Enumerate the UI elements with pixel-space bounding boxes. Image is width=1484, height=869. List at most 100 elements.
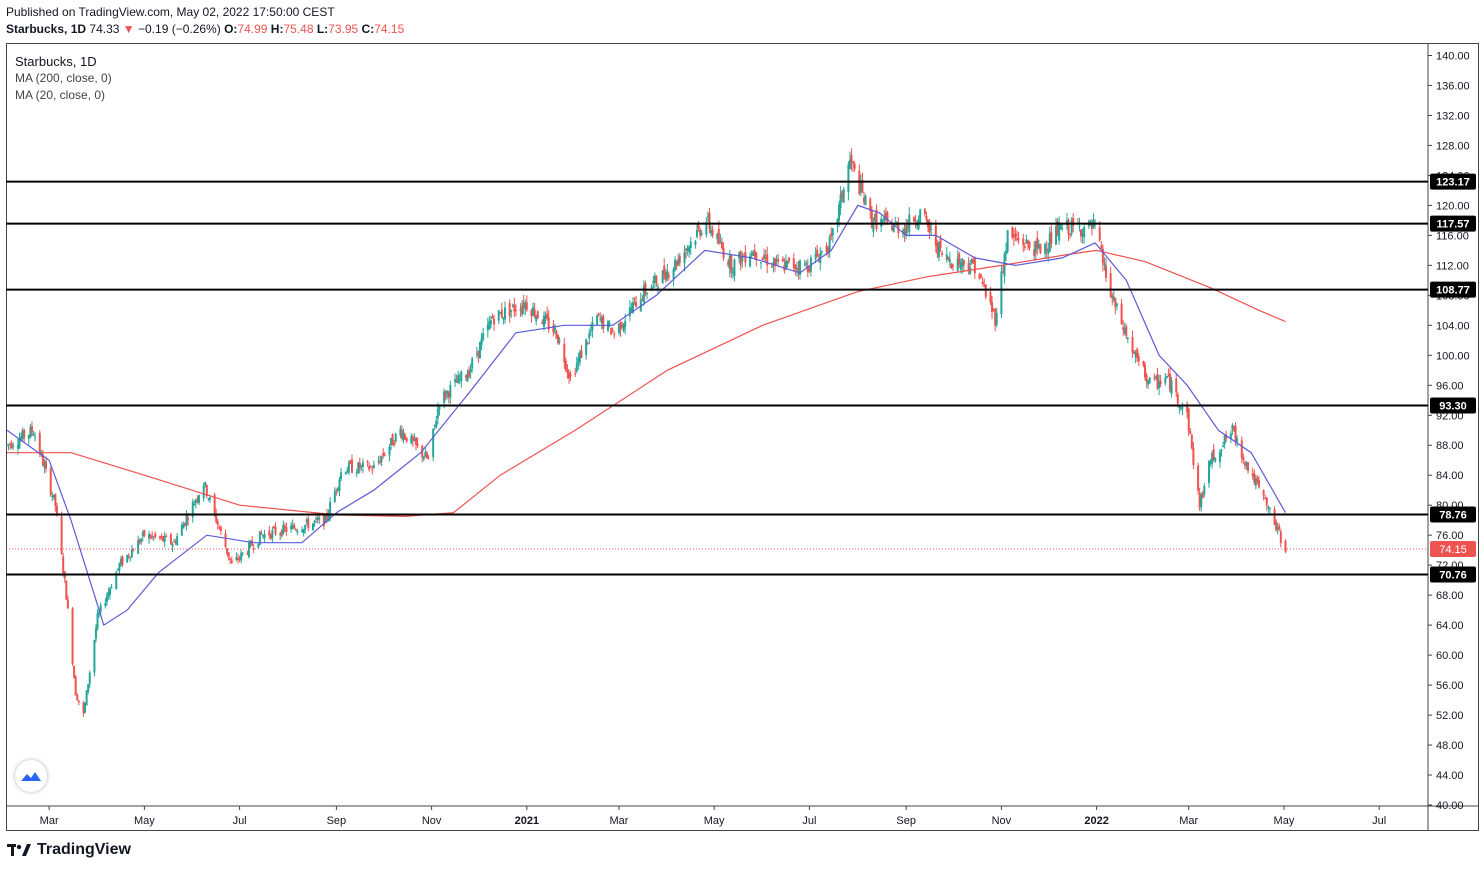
candle-body <box>366 461 369 463</box>
footer-brand[interactable]: TradingView <box>7 841 131 859</box>
candle-body <box>1262 490 1265 496</box>
candle-body <box>229 558 232 561</box>
tradingview-watermark-icon[interactable] <box>15 760 47 792</box>
candle-body <box>1278 526 1281 530</box>
level-price-label: 70.76 <box>1439 569 1467 581</box>
candle-body <box>563 343 566 363</box>
candle-body <box>558 340 561 342</box>
price-chart[interactable]: 140.00136.00132.00128.00124.00120.00116.… <box>6 43 1479 831</box>
candle-body <box>599 318 602 320</box>
candle-body <box>262 535 265 537</box>
candle-body <box>575 363 578 372</box>
candle-body <box>118 563 121 571</box>
time-tick-label: Sep <box>327 815 347 827</box>
level-price-label: 117.57 <box>1436 219 1469 231</box>
candle-body <box>149 535 152 539</box>
candle-body <box>753 250 756 257</box>
candle-body <box>129 557 132 559</box>
candle-body <box>1147 380 1150 385</box>
candle-body <box>413 439 416 441</box>
candle-body <box>1242 456 1245 460</box>
candle-body <box>301 530 304 532</box>
candle-body <box>263 533 266 539</box>
candle-body <box>617 323 620 334</box>
candle-body <box>38 433 41 454</box>
candle-body <box>460 371 463 382</box>
candle-body <box>992 309 995 311</box>
candle-body <box>51 495 54 497</box>
candle-body <box>280 530 283 537</box>
candle-body <box>1264 498 1267 500</box>
candle-body <box>251 540 254 546</box>
level-price-label: 93.30 <box>1439 401 1467 413</box>
candle-body <box>96 613 99 629</box>
candle-body <box>869 198 872 212</box>
candle-body <box>1223 435 1226 445</box>
candle-body <box>183 523 186 526</box>
candle-body <box>187 517 190 520</box>
candle-body <box>77 700 80 703</box>
candle-body <box>1125 326 1128 337</box>
candle-body <box>1133 352 1136 354</box>
candle-body <box>589 330 592 332</box>
candle-body <box>511 304 514 306</box>
candle-body <box>152 536 155 538</box>
candle-body <box>710 229 713 234</box>
candle-body <box>443 391 446 403</box>
candle-body <box>1168 373 1171 391</box>
candle-body <box>777 259 780 262</box>
candle-body <box>1212 449 1215 460</box>
candle-body <box>814 253 817 260</box>
price-tick-label: 112.00 <box>1436 260 1469 272</box>
candle-body <box>775 259 778 262</box>
candle-body <box>799 260 802 275</box>
candle-body <box>357 462 360 473</box>
candle-body <box>839 194 842 209</box>
candle-body <box>722 247 725 259</box>
candle-body <box>906 226 909 228</box>
candle-body <box>1137 356 1140 362</box>
candle-body <box>925 216 928 220</box>
candle-body <box>87 684 90 692</box>
candle-body <box>1175 378 1178 393</box>
candle-body <box>1059 224 1062 230</box>
candle-body <box>76 694 79 701</box>
candle-body <box>62 556 65 573</box>
candle-body <box>1197 465 1200 491</box>
candle-body <box>30 426 33 433</box>
candle-body <box>727 261 730 266</box>
candle-body <box>842 189 845 203</box>
candle-body <box>132 550 135 552</box>
candle-body <box>158 536 161 539</box>
candle-body <box>424 451 427 457</box>
level-price-tag <box>1430 566 1476 583</box>
legend-ma200: MA (200, close, 0) <box>15 71 112 85</box>
price-tick-label: 40.00 <box>1436 800 1464 812</box>
candle-body <box>755 252 758 261</box>
candle-body <box>1111 295 1114 299</box>
candle-body <box>1026 240 1029 244</box>
candle-body <box>784 260 787 269</box>
candle-body <box>1034 240 1037 253</box>
candle-body <box>717 229 720 244</box>
candle-body <box>630 308 633 312</box>
candle-body <box>719 241 722 243</box>
candle-body <box>414 437 417 445</box>
candle-body <box>1144 364 1147 378</box>
candles <box>6 148 1287 717</box>
candle-body <box>577 358 580 364</box>
candle-body <box>580 350 583 358</box>
candle-body <box>1200 494 1203 507</box>
candle-body <box>624 320 627 328</box>
time-tick-label: 2021 <box>515 815 539 827</box>
candle-body <box>1103 263 1106 266</box>
candle-body <box>859 181 862 193</box>
candle-body <box>1109 273 1112 297</box>
candle-body <box>240 552 243 561</box>
chart-frame <box>6 43 1479 831</box>
candle-body <box>817 260 820 262</box>
candle-body <box>872 224 875 232</box>
candle-body <box>400 430 403 438</box>
candle-body <box>514 310 517 312</box>
candle-body <box>464 375 467 378</box>
